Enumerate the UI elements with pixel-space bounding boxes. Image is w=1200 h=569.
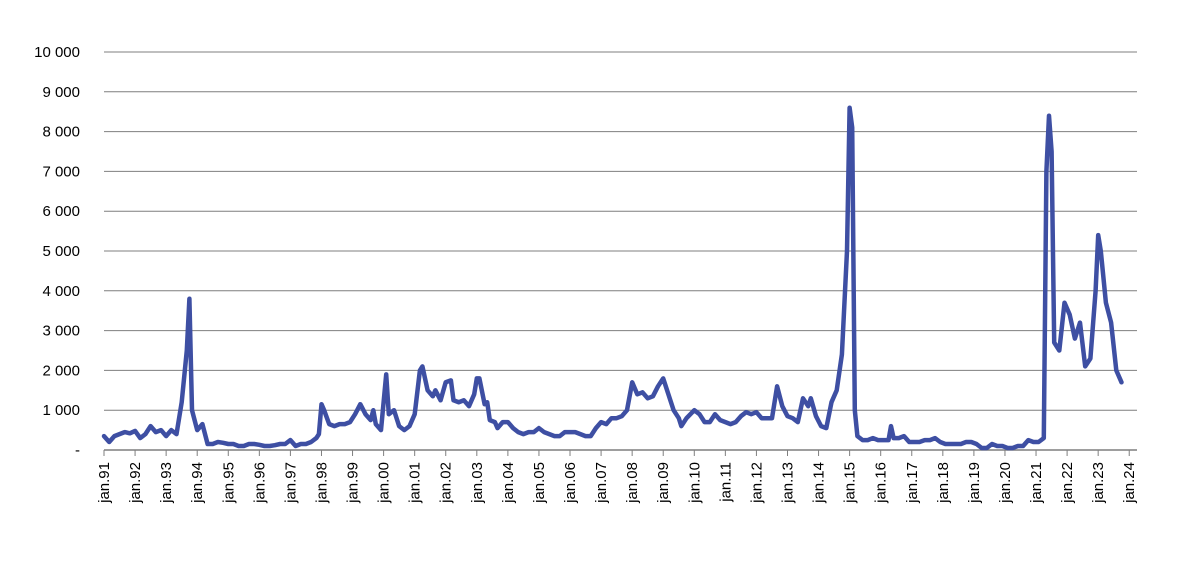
y-tick-label: 6 000 <box>42 203 80 220</box>
x-tick-label: jan.99 <box>345 462 362 504</box>
x-tick-label: jan.96 <box>251 462 268 504</box>
x-tick-label: jan.19 <box>966 462 983 504</box>
x-tick-label: jan.08 <box>624 462 641 504</box>
x-axis <box>103 449 1137 456</box>
y-tick-label: 8 000 <box>42 124 80 141</box>
x-axis-tick-labels: jan.91 jan.92 jan.93 jan.94 jan.95 jan.96 jan.… <box>96 462 1138 504</box>
x-tick-label: jan.07 <box>593 462 610 504</box>
x-tick-label: jan.02 <box>438 462 455 504</box>
x-tick-label: jan.22 <box>1059 462 1076 504</box>
x-tick-label: jan.92 <box>127 462 144 504</box>
y-tick-label: 5 000 <box>42 243 80 260</box>
x-tick-label: jan.13 <box>779 462 796 504</box>
y-tick-label: - <box>75 442 80 459</box>
x-tick-label: jan.91 <box>96 462 113 504</box>
x-tick-label: jan.93 <box>158 462 175 504</box>
y-tick-label: 10 000 <box>34 44 80 61</box>
x-tick-label: jan.04 <box>500 462 517 504</box>
x-tick-label: jan.14 <box>811 462 828 504</box>
x-tick-label: jan.98 <box>313 462 330 504</box>
y-tick-label: 4 000 <box>42 283 80 300</box>
y-tick-label: 2 000 <box>42 362 80 379</box>
x-tick-label: jan.94 <box>189 462 206 504</box>
x-tick-label: jan.00 <box>376 462 393 504</box>
x-tick-label: jan.20 <box>997 462 1014 504</box>
y-tick-label: 7 000 <box>42 163 80 180</box>
series-layer <box>101 105 1124 451</box>
series-line <box>101 105 1124 451</box>
x-tick-label: jan.24 <box>1121 462 1138 504</box>
x-tick-label: jan.15 <box>842 462 859 504</box>
x-tick-label: jan.09 <box>655 462 672 504</box>
y-tick-label: 1 000 <box>42 402 80 419</box>
x-tick-label: jan.23 <box>1090 462 1107 504</box>
gridlines <box>104 51 1137 411</box>
x-tick-label: jan.95 <box>220 462 237 504</box>
x-tick-label: jan.17 <box>904 462 921 504</box>
y-tick-label: 9 000 <box>42 84 80 101</box>
x-tick-label: jan.10 <box>686 462 703 504</box>
x-tick-label: jan.06 <box>562 462 579 504</box>
x-tick-label: jan.21 <box>1028 462 1045 504</box>
y-axis-tick-labels: - 1 000 2 000 3 000 4 000 5 000 6 000 7 000 8 00… <box>34 44 80 459</box>
x-tick-label: jan.11 <box>717 462 734 503</box>
x-tick-label: jan.97 <box>282 462 299 504</box>
x-tick-label: jan.05 <box>531 462 548 504</box>
x-tick-label: jan.01 <box>407 462 424 504</box>
x-tick-label: jan.12 <box>748 462 765 504</box>
x-tick-label: jan.16 <box>873 462 890 504</box>
x-tick-label: jan.03 <box>469 462 486 504</box>
y-tick-label: 3 000 <box>42 323 80 340</box>
x-tick-label: jan.18 <box>935 462 952 504</box>
